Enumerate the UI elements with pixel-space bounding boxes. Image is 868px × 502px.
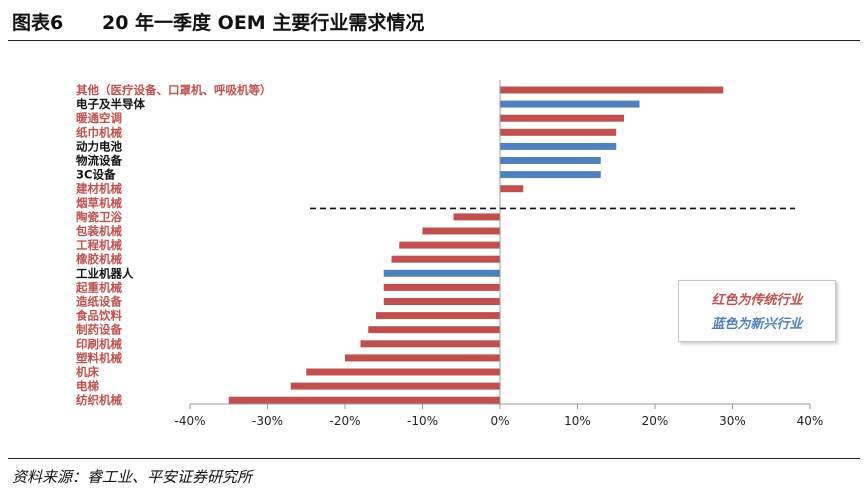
category-label-21: 电梯 xyxy=(76,379,99,393)
category-label-15: 造纸设备 xyxy=(76,295,122,309)
category-label-10: 包装机械 xyxy=(75,224,122,238)
category-label-8: 烟草机械 xyxy=(76,196,122,210)
category-label-22: 纺织机械 xyxy=(76,393,122,407)
category-label-5: 物流设备 xyxy=(76,154,122,168)
top-divider xyxy=(8,40,860,41)
category-label-14: 起重机械 xyxy=(75,280,122,294)
bar-chart: 其他（医疗设备、口罩机、呼吸机等）电子及半导体暖通空调纸巾机械动力电池物流设备3… xyxy=(75,80,824,428)
x-tick-label-4: 0% xyxy=(490,414,509,428)
category-label-13: 工业机器人 xyxy=(76,266,134,280)
category-label-9: 陶瓷卫浴 xyxy=(76,210,122,224)
bottom-divider xyxy=(8,458,860,459)
legend-emerging: 蓝色为新兴行业 xyxy=(711,317,803,332)
category-label-0: 其他（医疗设备、口罩机、呼吸机等） xyxy=(76,83,272,97)
category-label-3: 纸巾机械 xyxy=(76,125,122,139)
category-label-7: 建材机械 xyxy=(76,182,122,196)
bar-15 xyxy=(383,298,500,305)
x-tick-label-5: 10% xyxy=(564,414,591,428)
bar-19 xyxy=(345,354,500,362)
x-tick-label-7: 30% xyxy=(719,414,746,428)
category-label-20: 机床 xyxy=(76,365,99,379)
report-header: 图表6 20 年一季度 OEM 主要行业需求情况 xyxy=(0,0,868,44)
category-label-17: 制药设备 xyxy=(76,323,122,337)
bar-10 xyxy=(422,227,500,235)
figure-title: 20 年一季度 OEM 主要行业需求情况 xyxy=(102,12,425,34)
legend: 红色为传统行业 蓝色为新兴行业 xyxy=(678,280,836,342)
bar-22 xyxy=(228,396,500,404)
bar-21 xyxy=(290,382,500,390)
x-tick-label-3: -10% xyxy=(407,414,438,428)
x-tick-label-1: -30% xyxy=(252,414,283,428)
bar-12 xyxy=(391,255,500,263)
figure-label: 图表6 xyxy=(12,12,64,34)
bar-1 xyxy=(500,100,640,108)
bar-0 xyxy=(500,86,724,94)
bar-13 xyxy=(383,269,500,277)
bar-2 xyxy=(500,114,624,122)
bar-14 xyxy=(383,283,500,291)
bar-4 xyxy=(500,142,617,150)
bar-11 xyxy=(399,241,500,249)
x-tick-label-6: 20% xyxy=(642,414,669,428)
category-label-19: 塑料机械 xyxy=(76,351,122,365)
category-label-1: 电子及半导体 xyxy=(76,97,145,111)
x-tick-label-8: 40% xyxy=(797,414,824,428)
bar-3 xyxy=(500,128,617,136)
x-tick-label-2: -20% xyxy=(329,414,360,428)
category-label-12: 橡胶机械 xyxy=(76,252,122,266)
x-tick-label-0: -40% xyxy=(174,414,205,428)
bar-9 xyxy=(453,213,500,221)
bar-20 xyxy=(306,368,500,376)
category-label-2: 暖通空调 xyxy=(76,111,122,125)
category-label-4: 动力电池 xyxy=(76,139,122,153)
bar-6 xyxy=(500,171,601,179)
category-label-6: 3C设备 xyxy=(76,168,116,182)
category-label-16: 食品饮料 xyxy=(76,309,122,323)
category-label-18: 印刷机械 xyxy=(76,337,122,351)
category-label-11: 工程机械 xyxy=(76,238,122,252)
source-note: 资料来源：睿工业、平安证券研究所 xyxy=(12,468,253,486)
bar-5 xyxy=(500,157,601,164)
bar-17 xyxy=(368,326,500,334)
legend-traditional: 红色为传统行业 xyxy=(711,293,803,308)
bar-18 xyxy=(360,340,500,348)
bar-16 xyxy=(376,312,500,320)
bar-7 xyxy=(500,185,524,193)
